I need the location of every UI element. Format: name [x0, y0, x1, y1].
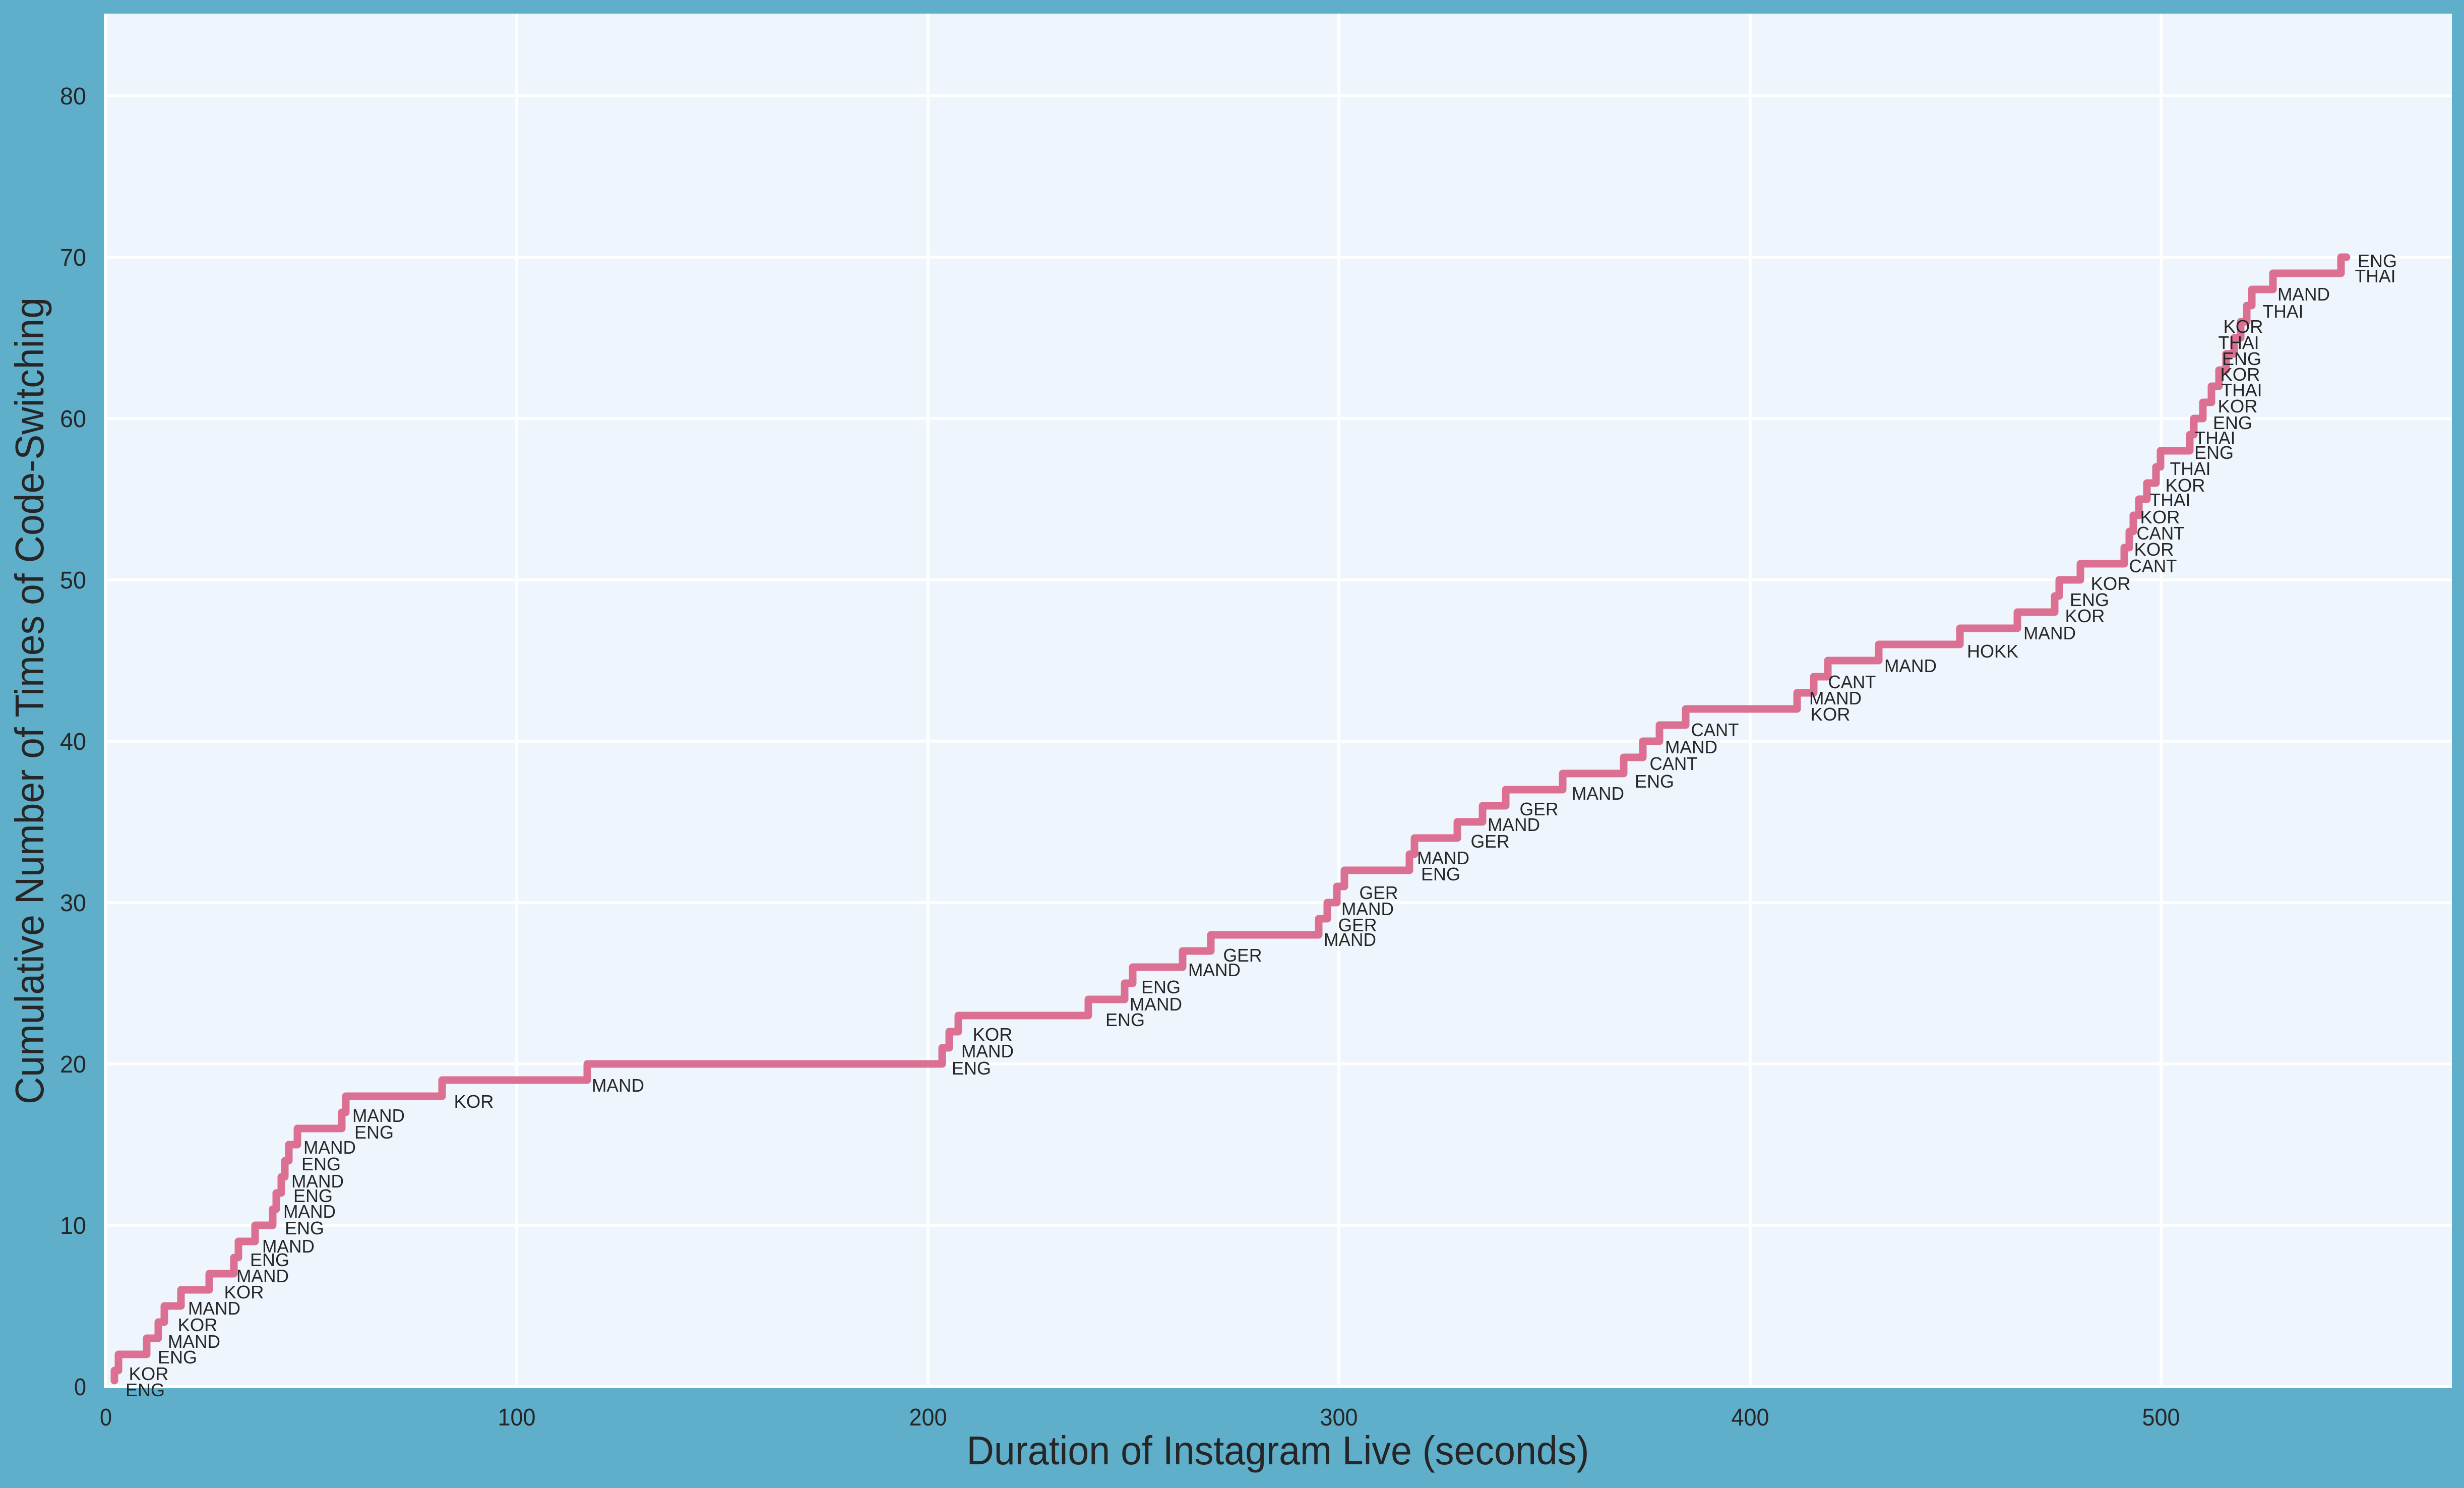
svg-text:GER: GER	[1360, 882, 1398, 903]
svg-text:MAND: MAND	[2277, 284, 2330, 305]
svg-text:MAND: MAND	[1188, 960, 1241, 980]
svg-text:MAND: MAND	[303, 1137, 356, 1158]
svg-text:KOR: KOR	[178, 1315, 218, 1335]
svg-text:GER: GER	[1338, 915, 1377, 935]
svg-text:MAND: MAND	[1884, 656, 1937, 676]
svg-text:500: 500	[2142, 1404, 2180, 1431]
svg-text:MAND: MAND	[1341, 899, 1394, 919]
svg-text:CANT: CANT	[2129, 556, 2177, 576]
svg-text:ENG: ENG	[250, 1249, 289, 1270]
svg-text:KOR: KOR	[454, 1091, 494, 1112]
svg-text:GER: GER	[1520, 799, 1559, 819]
svg-text:ENG: ENG	[2213, 412, 2252, 433]
svg-text:MAND: MAND	[283, 1201, 336, 1222]
svg-text:400: 400	[1732, 1404, 1769, 1431]
svg-text:HOKK: HOKK	[1967, 641, 2018, 662]
svg-text:MAND: MAND	[168, 1331, 220, 1352]
svg-text:MAND: MAND	[1809, 688, 1862, 708]
svg-text:KOR: KOR	[2221, 364, 2260, 385]
svg-text:KOR: KOR	[973, 1024, 1013, 1045]
svg-text:60: 60	[60, 406, 86, 433]
svg-text:ENG: ENG	[354, 1122, 394, 1143]
svg-text:MAND: MAND	[188, 1298, 240, 1319]
svg-text:200: 200	[909, 1404, 947, 1431]
svg-text:ENG: ENG	[293, 1185, 333, 1206]
svg-text:CANT: CANT	[2137, 523, 2185, 544]
svg-text:MAND: MAND	[1130, 994, 1182, 1015]
svg-text:KOR: KOR	[1811, 704, 1851, 725]
svg-text:ENG: ENG	[1105, 1009, 1145, 1030]
svg-text:KOR: KOR	[224, 1282, 264, 1302]
svg-text:KOR: KOR	[2065, 606, 2105, 626]
svg-text:MAND: MAND	[1572, 783, 1624, 804]
svg-text:Cumulative Number of Times of: Cumulative Number of Times of Code-Switc…	[7, 297, 52, 1104]
svg-text:40: 40	[60, 729, 86, 755]
svg-text:ENG: ENG	[285, 1218, 324, 1238]
svg-text:20: 20	[60, 1051, 86, 1078]
svg-text:ENG: ENG	[2358, 251, 2397, 271]
svg-text:50: 50	[60, 567, 86, 594]
svg-text:KOR: KOR	[129, 1363, 169, 1384]
svg-text:30: 30	[60, 890, 86, 917]
svg-text:MAND: MAND	[2023, 623, 2076, 643]
svg-text:THAI: THAI	[2170, 458, 2211, 479]
svg-text:10: 10	[60, 1213, 86, 1239]
svg-text:MAND: MAND	[352, 1105, 405, 1126]
svg-text:ENG: ENG	[1635, 771, 1674, 792]
svg-text:KOR: KOR	[2166, 475, 2205, 496]
svg-text:MAND: MAND	[1417, 848, 1469, 868]
svg-text:KOR: KOR	[2224, 316, 2263, 337]
svg-text:80: 80	[60, 83, 86, 110]
svg-text:THAI: THAI	[2150, 490, 2191, 510]
svg-text:GER: GER	[1471, 831, 1510, 852]
svg-text:KOR: KOR	[2140, 507, 2180, 527]
svg-text:MAND: MAND	[262, 1236, 315, 1257]
svg-text:ENG: ENG	[952, 1058, 991, 1079]
svg-text:GER: GER	[1223, 945, 1262, 966]
svg-text:ENG: ENG	[126, 1380, 165, 1400]
svg-text:MAND: MAND	[1665, 737, 1717, 757]
svg-text:100: 100	[498, 1404, 536, 1431]
svg-text:ENG: ENG	[2194, 442, 2234, 463]
svg-text:0: 0	[74, 1374, 86, 1401]
svg-text:THAI: THAI	[2263, 301, 2304, 322]
svg-text:MAND: MAND	[1324, 929, 1376, 950]
svg-text:ENG: ENG	[2070, 589, 2109, 610]
svg-text:ENG: ENG	[301, 1154, 341, 1174]
svg-text:THAI: THAI	[2355, 266, 2396, 286]
svg-text:ENG: ENG	[1141, 977, 1181, 997]
svg-text:THAI: THAI	[2222, 380, 2262, 400]
svg-text:THAI: THAI	[2195, 428, 2236, 448]
svg-text:ENG: ENG	[2222, 348, 2261, 369]
svg-text:KOR: KOR	[2134, 539, 2174, 560]
svg-text:MAND: MAND	[236, 1266, 289, 1286]
svg-text:MAND: MAND	[592, 1075, 644, 1096]
svg-text:KOR: KOR	[2218, 396, 2258, 416]
svg-text:MAND: MAND	[961, 1041, 1014, 1061]
svg-text:THAI: THAI	[2219, 332, 2259, 353]
svg-text:CANT: CANT	[1691, 720, 1739, 740]
svg-text:300: 300	[1320, 1404, 1358, 1431]
svg-text:KOR: KOR	[2091, 573, 2131, 594]
svg-text:CANT: CANT	[1828, 672, 1876, 692]
svg-text:CANT: CANT	[1650, 753, 1698, 774]
svg-text:70: 70	[60, 245, 86, 271]
svg-text:MAND: MAND	[1488, 814, 1540, 835]
svg-text:ENG: ENG	[158, 1347, 197, 1367]
svg-text:0: 0	[100, 1404, 112, 1431]
svg-text:ENG: ENG	[1421, 864, 1460, 884]
svg-text:MAND: MAND	[291, 1171, 344, 1192]
svg-text:Duration of Instagram Live (se: Duration of Instagram Live (seconds)	[967, 1428, 1589, 1473]
